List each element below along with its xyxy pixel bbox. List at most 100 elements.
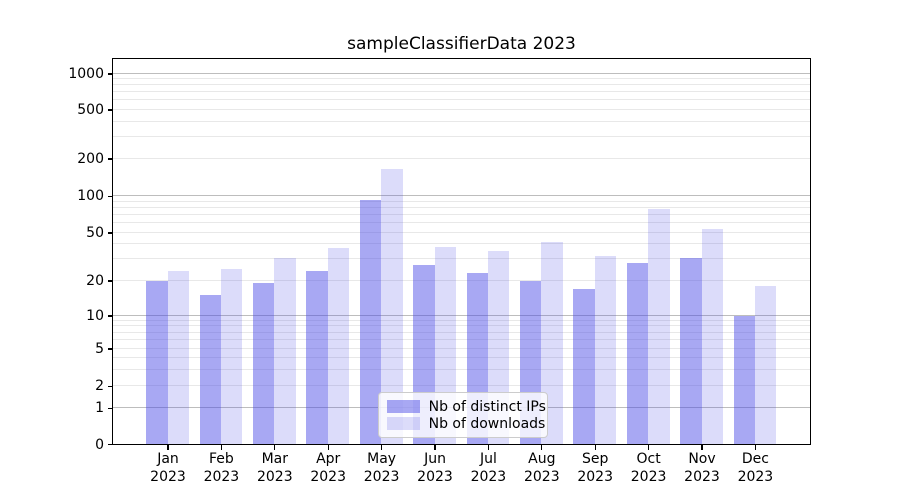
x-tick-mark <box>434 445 436 450</box>
x-tick-mark <box>167 445 169 450</box>
gridline-minor <box>112 213 810 215</box>
y-tick-label: 0 <box>95 436 104 453</box>
chart-title: sampleClassifierData 2023 <box>347 34 576 54</box>
x-tick-label: May 2023 <box>363 451 400 485</box>
legend-label-downloads: Nb of downloads <box>428 415 546 432</box>
gridline-minor <box>112 338 810 340</box>
gridline-minor <box>112 319 810 321</box>
x-tick-label: Jul 2023 <box>470 451 507 485</box>
gridline-minor <box>112 258 810 260</box>
gridline-minor <box>112 222 810 223</box>
gridline-minor <box>112 99 810 101</box>
x-tick-mark <box>220 445 223 450</box>
legend-swatch-downloads <box>386 417 420 431</box>
y-tick-mark <box>108 232 113 234</box>
x-tick-label: Jun 2023 <box>417 451 453 485</box>
gridline-minor <box>112 157 810 159</box>
legend-item-distinct-ips: Nb of distinct IPs <box>386 398 546 415</box>
bar-downloads <box>167 271 189 445</box>
gridline-minor <box>112 108 810 110</box>
x-tick-mark <box>380 445 383 450</box>
gridline-minor <box>112 78 810 80</box>
gridline-major <box>112 314 810 316</box>
legend-item-downloads: Nb of downloads <box>386 415 545 432</box>
x-tick-label: Sep 2023 <box>577 451 613 485</box>
gridline-minor <box>112 356 810 358</box>
bar-distinct-ips <box>626 262 649 445</box>
legend-label-distinct-ips: Nb of distinct IPs <box>428 398 546 415</box>
x-tick-label: Jan 2023 <box>150 451 186 485</box>
y-tick-mark <box>108 158 113 160</box>
x-tick-label: Aug 2023 <box>523 451 560 485</box>
bar-distinct-ips <box>252 283 275 445</box>
bar-downloads <box>381 169 403 445</box>
y-tick-mark <box>108 443 113 446</box>
y-tick-label: 20 <box>86 272 104 289</box>
x-tick-label: Oct 2023 <box>630 451 667 485</box>
plot-area: Nb of distinct IPs Nb of downloads <box>111 58 811 446</box>
gridline-minor <box>112 243 810 245</box>
gridline-minor <box>112 325 810 327</box>
y-tick-mark <box>108 73 113 75</box>
legend-swatch-distinct-ips <box>386 400 420 414</box>
plot-inner: Nb of distinct IPs Nb of downloads <box>112 59 810 445</box>
x-tick-label: Nov 2023 <box>684 451 720 485</box>
y-tick-label: 500 <box>77 102 104 118</box>
gridline-minor <box>112 347 810 349</box>
bar-downloads <box>594 255 617 445</box>
y-tick-label: 2 <box>95 378 104 395</box>
y-tick-label: 10 <box>86 307 104 324</box>
bar-downloads <box>754 285 777 445</box>
gridline-minor <box>112 84 810 86</box>
bar-distinct-ips <box>146 280 168 445</box>
y-tick-mark <box>108 109 113 111</box>
gridline-minor <box>112 91 810 93</box>
x-tick-mark <box>541 445 543 450</box>
gridline-minor <box>112 279 810 281</box>
y-tick-mark <box>108 280 113 282</box>
gridline-minor <box>112 368 810 370</box>
gridline-major <box>112 195 810 197</box>
bar-distinct-ips <box>573 288 595 445</box>
y-tick-mark <box>108 315 113 317</box>
legend: Nb of distinct IPs Nb of downloads <box>377 392 548 439</box>
x-tick-label: Apr 2023 <box>310 451 346 485</box>
bar-downloads <box>327 248 350 445</box>
gridline-major <box>112 72 810 74</box>
gridline-minor <box>112 206 810 208</box>
y-tick-label: 200 <box>77 150 104 167</box>
y-tick-mark <box>108 195 113 198</box>
y-tick-mark <box>108 407 113 410</box>
y-tick-label: 5 <box>95 341 104 357</box>
y-tick-label: 1 <box>95 400 104 417</box>
x-tick-mark <box>594 445 596 450</box>
gridline-minor <box>112 135 810 137</box>
bar-distinct-ips <box>199 295 221 445</box>
gridline-minor <box>112 385 810 387</box>
x-tick-label: Mar 2023 <box>256 451 293 485</box>
gridline-minor <box>112 331 810 333</box>
x-tick-label: Feb 2023 <box>203 451 240 485</box>
x-tick-mark <box>754 445 757 450</box>
gridline-minor <box>112 231 810 233</box>
y-tick-label: 1000 <box>68 65 104 82</box>
y-tick-label: 50 <box>86 225 104 241</box>
y-tick-mark <box>108 348 113 350</box>
x-tick-mark <box>327 445 329 450</box>
x-tick-label: Dec 2023 <box>737 451 774 485</box>
bar-distinct-ips <box>680 257 702 445</box>
bar-distinct-ips <box>306 271 328 445</box>
gridline-minor <box>112 200 810 202</box>
y-tick-label: 100 <box>77 188 104 205</box>
bar-downloads <box>274 257 296 445</box>
bar-downloads <box>648 208 670 445</box>
x-tick-mark <box>487 445 490 450</box>
x-tick-mark <box>274 445 276 450</box>
x-tick-mark <box>647 445 650 450</box>
y-tick-mark <box>108 385 113 388</box>
x-tick-mark <box>701 445 703 450</box>
bar-distinct-ips <box>733 315 755 445</box>
bar-downloads <box>701 228 723 445</box>
gridline-minor <box>112 120 810 122</box>
